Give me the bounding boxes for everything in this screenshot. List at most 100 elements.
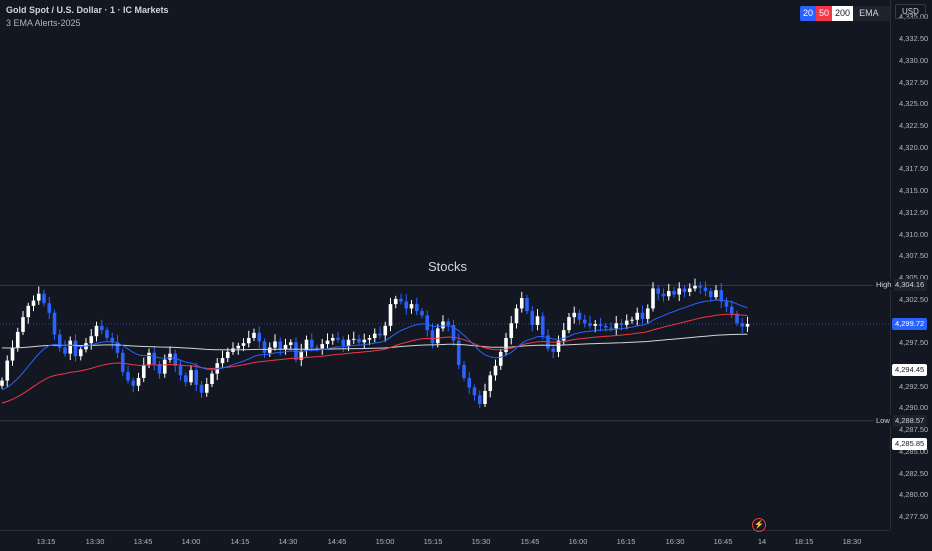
candle-body xyxy=(651,288,655,309)
high-label: High xyxy=(873,279,895,291)
candle-body xyxy=(120,352,125,372)
candle-body xyxy=(483,390,487,405)
ema-label: EMA xyxy=(853,6,891,21)
price-chart[interactable] xyxy=(0,0,890,530)
candle-body xyxy=(567,317,571,331)
candle-body xyxy=(299,351,304,360)
candle-body xyxy=(729,306,734,314)
candle-body xyxy=(94,325,99,337)
candle-body xyxy=(241,343,246,346)
price-tick-label: 4,310.00 xyxy=(899,229,929,239)
price-tick-label: 4,285.00 xyxy=(899,446,929,456)
candle-body xyxy=(115,342,120,353)
time-tick-label: 16:00 xyxy=(568,537,588,546)
candle-body xyxy=(36,293,41,301)
time-axis[interactable]: 13:15 13:30 13:45 14:00 14:15 14:30 14:45 15:00… xyxy=(0,530,890,551)
candle-body xyxy=(708,291,713,298)
candle-body xyxy=(110,337,115,343)
candle-body xyxy=(204,384,209,393)
ema-legend[interactable]: 20 50 200 EMA xyxy=(800,6,891,21)
candle-body xyxy=(703,287,708,292)
candle-body xyxy=(425,315,430,331)
ema-200-badge: 200 xyxy=(832,6,854,21)
extra-price-tag: 4,285.85 xyxy=(892,438,928,451)
candle-body xyxy=(78,349,83,357)
candle-body xyxy=(372,333,377,338)
candle-body xyxy=(220,357,225,364)
candle-body xyxy=(551,348,556,352)
candle-body xyxy=(645,308,650,319)
candle-body xyxy=(99,325,104,331)
time-tick-label: 15:00 xyxy=(375,537,395,546)
candle-body xyxy=(572,312,577,318)
candle-body xyxy=(47,303,52,313)
candle-body xyxy=(530,311,535,325)
price-tick-label: 4,305.00 xyxy=(899,273,929,283)
candle-body xyxy=(199,384,204,393)
candle-body xyxy=(630,319,634,321)
symbol-title[interactable]: Gold Spot / U.S. Dollar · 1 · IC Markets xyxy=(6,5,169,15)
time-tick-label: 14 xyxy=(757,537,767,546)
currency-button[interactable]: USD xyxy=(895,4,926,19)
candle-body xyxy=(141,364,146,378)
price-tick-label: 4,327.50 xyxy=(899,77,929,87)
candle-body xyxy=(719,290,724,302)
marker-price-tag: 4,294.45 xyxy=(892,363,928,376)
time-tick-label: 16:15 xyxy=(616,537,636,546)
candle-body xyxy=(63,347,67,354)
candle-body xyxy=(273,341,277,348)
candle-body xyxy=(173,353,178,366)
candle-body xyxy=(357,338,361,343)
candle-body xyxy=(656,288,661,294)
candle-body xyxy=(488,375,493,391)
candle-body xyxy=(5,360,10,381)
candle-body xyxy=(525,298,529,312)
candle-body xyxy=(603,325,608,328)
candle-body xyxy=(724,301,729,307)
candle-body xyxy=(388,304,393,326)
candle-body xyxy=(294,342,298,360)
candle-body xyxy=(73,340,78,357)
candle-body xyxy=(535,316,540,325)
ema-20-badge: 20 xyxy=(800,6,817,21)
alert-bolt-icon[interactable]: ⚡ xyxy=(752,518,766,532)
price-tick-label: 4,292.50 xyxy=(899,381,929,391)
candle-body xyxy=(346,339,351,346)
candle-body xyxy=(162,359,167,374)
time-tick-label: 14:00 xyxy=(181,537,201,546)
candle-body xyxy=(714,290,718,298)
price-tick-label: 4,277.50 xyxy=(899,511,929,521)
candle-body xyxy=(42,293,46,304)
candle-body xyxy=(336,337,340,340)
price-tick-label: 4,290.00 xyxy=(899,403,929,413)
candle-body xyxy=(609,327,613,329)
price-axis[interactable]: 4,335.00 4,332.50 4,330.00 4,327.50 4,325.00… xyxy=(890,0,932,530)
ema-20-line xyxy=(1,299,748,391)
high-price-tag: 4,304.16 xyxy=(892,279,928,292)
candle-body xyxy=(0,380,4,386)
candle-body xyxy=(509,323,514,338)
candle-body xyxy=(330,337,335,341)
indicator-title[interactable]: 3 EMA Alerts-2025 xyxy=(6,18,81,28)
price-tick-label: 4,335.00 xyxy=(899,12,929,22)
candle-body xyxy=(367,337,372,340)
candle-body xyxy=(409,304,414,309)
time-tick-label: 13:45 xyxy=(133,537,153,546)
candle-body xyxy=(456,340,461,365)
time-tick-label: 15:45 xyxy=(520,537,540,546)
candle-body xyxy=(598,324,603,326)
time-tick-label: 15:15 xyxy=(423,537,443,546)
candle-body xyxy=(157,364,162,374)
candle-body xyxy=(52,312,57,335)
candle-body xyxy=(178,365,183,376)
candle-body xyxy=(246,337,251,344)
candle-body xyxy=(477,395,482,405)
candle-body xyxy=(225,351,230,358)
candle-body xyxy=(351,338,356,340)
price-tick-label: 4,312.50 xyxy=(899,207,929,217)
candle-body xyxy=(561,330,566,341)
candle-body xyxy=(735,313,739,324)
candle-body xyxy=(168,353,172,360)
candle-body xyxy=(640,312,645,319)
low-label: Low xyxy=(873,414,893,426)
